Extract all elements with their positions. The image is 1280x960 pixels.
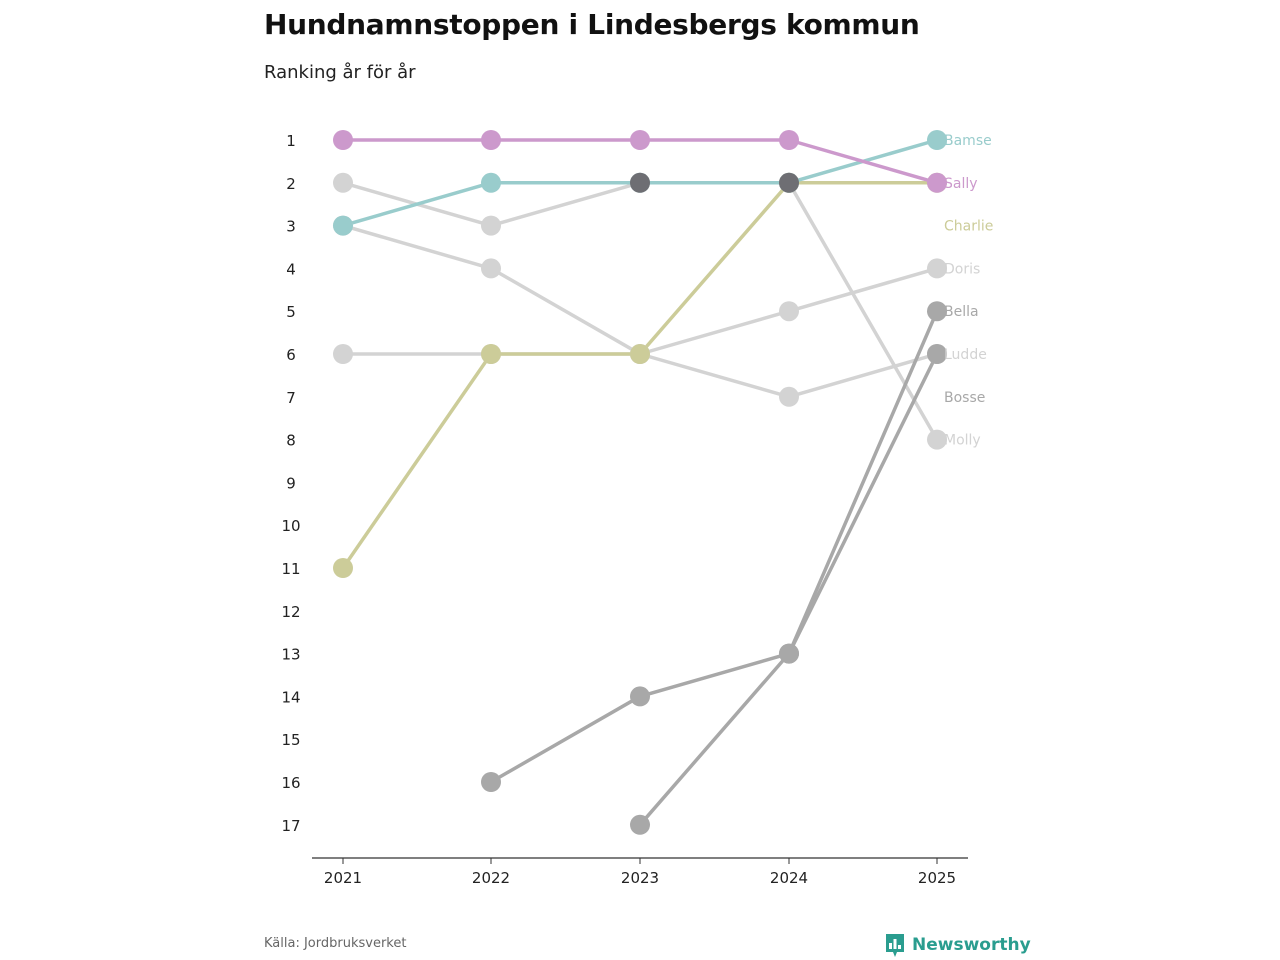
y-tick-label: 14: [281, 688, 300, 706]
end-label-charlie: Charlie: [944, 219, 993, 235]
y-tick-label: 17: [281, 817, 300, 835]
data-point-sally: [927, 172, 947, 193]
series-line-molly: [341, 181, 939, 442]
y-tick-label: 13: [281, 646, 300, 664]
series-line-charlie: [341, 181, 939, 570]
data-point-bamse: [481, 172, 501, 193]
series-line-bella: [489, 309, 939, 784]
end-label-bamse: Bamse: [944, 133, 992, 149]
series-line-doris: [341, 223, 939, 356]
data-point-doris: [779, 301, 799, 322]
y-tick-label: 8: [286, 432, 296, 450]
y-tick-label: 6: [286, 346, 296, 364]
y-tick-label: 9: [286, 474, 296, 492]
y-tick-label: 1: [286, 132, 296, 150]
data-point-molly: [333, 172, 353, 193]
data-point-bella: [481, 772, 501, 792]
brand-name: Newsworthy: [912, 935, 1031, 955]
y-tick-label: 12: [281, 603, 300, 621]
y-tick-label: 5: [286, 303, 296, 321]
data-point-bella: [630, 686, 650, 707]
series-line-bosse: [638, 352, 939, 827]
chart-title: Hundnamnstoppen i Lindesbergs kommun: [264, 8, 920, 41]
highlight-point: [779, 172, 799, 193]
end-label-molly: Molly: [944, 433, 981, 449]
y-tick-label: 16: [281, 774, 300, 792]
data-point-bosse: [630, 814, 650, 835]
x-tick-label: 2024: [770, 869, 808, 887]
data-point-charlie: [481, 344, 501, 364]
end-label-doris: Doris: [944, 261, 980, 277]
x-tick-label: 2025: [918, 869, 956, 887]
data-point-ludde: [333, 344, 353, 364]
data-point-sally: [779, 130, 799, 150]
data-point-bamse: [927, 130, 947, 150]
y-tick-label: 7: [286, 389, 296, 407]
newsworthy-logo-icon: [886, 934, 904, 957]
data-point-bosse: [927, 344, 947, 364]
data-point-sally: [333, 130, 353, 150]
data-point-doris: [927, 258, 947, 279]
data-point-sally: [481, 130, 501, 150]
data-point-bamse: [333, 215, 353, 236]
end-label-bosse: Bosse: [944, 390, 985, 406]
highlight-point: [630, 172, 650, 193]
data-point-doris: [481, 258, 501, 279]
data-point-bella: [927, 301, 947, 322]
data-point-charlie: [630, 344, 650, 364]
data-point-molly: [481, 215, 501, 236]
data-point-molly: [927, 429, 947, 450]
y-tick-label: 2: [286, 175, 296, 193]
data-point-bosse: [779, 643, 799, 664]
x-tick-label: 2022: [472, 869, 510, 887]
end-label-ludde: Ludde: [944, 347, 987, 363]
chart-subtitle: Ranking år för år: [264, 62, 416, 83]
data-point-ludde: [779, 386, 799, 407]
end-label-bella: Bella: [944, 304, 979, 320]
end-label-sally: Sally: [944, 176, 978, 192]
y-tick-label: 10: [281, 517, 300, 535]
y-tick-label: 11: [281, 560, 300, 578]
brand-logo[interactable]: Newsworthy: [884, 932, 1031, 958]
data-point-charlie: [333, 558, 353, 578]
source-note: Källa: Jordbruksverket: [264, 936, 407, 951]
y-tick-label: 4: [286, 260, 296, 278]
x-tick-label: 2023: [621, 869, 659, 887]
y-tick-label: 3: [286, 218, 296, 236]
y-tick-label: 15: [281, 731, 300, 749]
x-tick-label: 2021: [324, 869, 362, 887]
data-point-sally: [630, 130, 650, 150]
